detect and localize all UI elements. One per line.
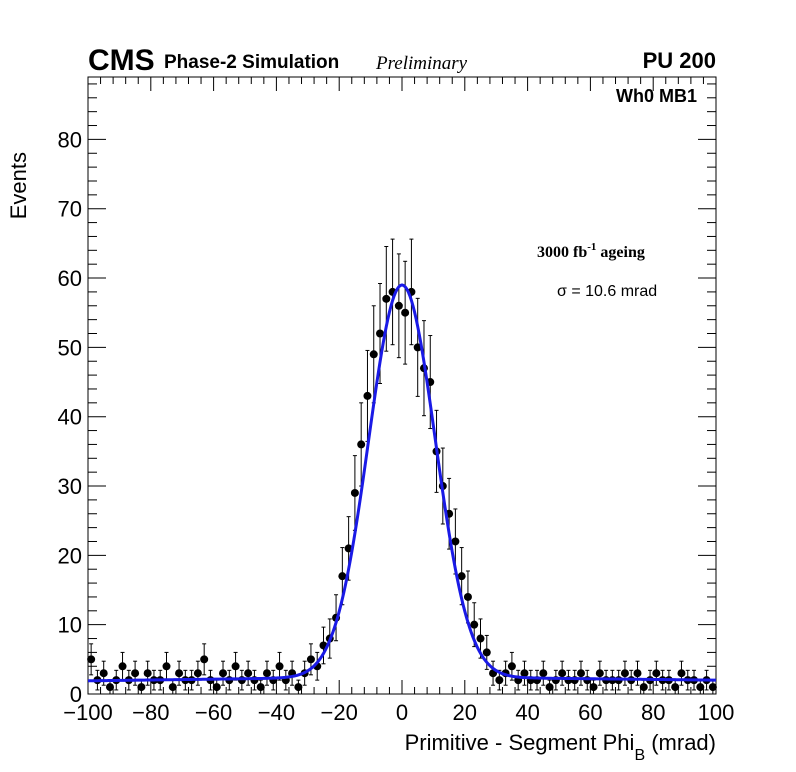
data-point	[558, 669, 567, 678]
data-point	[212, 683, 221, 692]
preliminary-label: Preliminary	[375, 53, 468, 74]
data-point	[589, 683, 598, 692]
data-point	[200, 655, 209, 664]
x-tick-label: 20	[453, 700, 477, 725]
fit-curve	[87, 283, 717, 683]
data-point	[118, 662, 127, 671]
data-point	[401, 308, 410, 317]
x-tick-label: 100	[698, 700, 735, 725]
data-point	[193, 669, 202, 678]
data-point	[394, 301, 403, 310]
data-point	[639, 683, 648, 692]
data-point	[476, 634, 485, 643]
x-tick-label: −80	[132, 700, 169, 725]
data-point	[495, 676, 504, 685]
data-point	[262, 669, 271, 678]
data-point	[576, 669, 585, 678]
data-point	[219, 669, 228, 678]
data-point	[595, 669, 604, 678]
data-point	[369, 350, 378, 359]
data-point	[175, 669, 184, 678]
y-tick-label: 20	[58, 543, 82, 568]
y-tick-label: 70	[58, 197, 82, 222]
x-axis-title-subscript: B	[634, 747, 645, 764]
data-point	[363, 391, 372, 400]
data-point	[357, 440, 366, 449]
data-point	[275, 662, 284, 671]
data-point	[338, 572, 347, 581]
axes: −100 −80 −60 −40 −20 0 20 40 60 80 100 0 10 20 30 40 50 6…	[58, 77, 735, 725]
data-point	[457, 572, 466, 581]
cms-label: CMS	[88, 44, 155, 77]
x-tick-label: 60	[578, 700, 602, 725]
pileup-label: PU 200	[643, 48, 716, 73]
data-point	[231, 662, 240, 671]
x-tick-label: −60	[195, 700, 232, 725]
y-tick-label: 0	[70, 682, 82, 707]
y-tick-label: 30	[58, 474, 82, 499]
x-axis-title-unit: (mrad)	[645, 730, 716, 755]
data-point	[633, 669, 642, 678]
data-point	[677, 669, 686, 678]
data-point	[294, 683, 303, 692]
sigma-label: σ = 10.6 mrad	[557, 283, 657, 300]
ageing-label: 3000 fb-1 ageing	[537, 241, 645, 261]
y-tick-label: 10	[58, 613, 82, 638]
data-point	[99, 669, 108, 678]
y-tick-label: 40	[58, 405, 82, 430]
data-point	[507, 662, 516, 671]
data-point	[708, 683, 717, 692]
x-tick-label: 40	[515, 700, 539, 725]
data-point	[143, 669, 152, 678]
data-point	[482, 648, 491, 657]
data-point	[306, 655, 315, 664]
data-point	[545, 683, 554, 692]
ageing-suffix: ageing	[596, 244, 644, 261]
data-point	[382, 294, 391, 303]
data-point	[470, 620, 479, 629]
data-point	[256, 683, 265, 692]
region-label: Wh0 MB1	[616, 86, 697, 106]
y-tick-label: 50	[58, 335, 82, 360]
data-point	[168, 683, 177, 692]
data-point	[350, 488, 359, 497]
y-axis-title: Events	[6, 152, 31, 219]
data-point	[137, 683, 146, 692]
data-point	[87, 655, 96, 664]
ageing-exponent: -1	[587, 241, 596, 253]
phase2-simulation-label: Phase-2 Simulation	[164, 52, 339, 73]
y-tick-label: 60	[58, 266, 82, 291]
data-point	[162, 662, 171, 671]
x-axis-title: Primitive - Segment PhiB (mrad)	[405, 730, 716, 764]
data-point	[451, 537, 460, 546]
x-tick-label: −40	[258, 700, 295, 725]
data-point	[539, 669, 548, 678]
x-tick-label: −100	[63, 700, 113, 725]
x-tick-label: −20	[321, 700, 358, 725]
data-point	[244, 669, 253, 678]
data-point	[696, 683, 705, 692]
x-tick-label: 80	[641, 700, 665, 725]
data-point	[376, 329, 385, 338]
y-tick-label: 80	[58, 127, 82, 152]
data-point	[620, 669, 629, 678]
data-point	[671, 683, 680, 692]
x-axis-title-main: Primitive - Segment Phi	[405, 730, 635, 755]
data-point	[463, 592, 472, 601]
x-tick-label: 0	[396, 700, 408, 725]
data-point	[105, 683, 114, 692]
data-point	[131, 669, 140, 678]
data-point	[520, 669, 529, 678]
ageing-base: 3000 fb	[537, 244, 587, 261]
data-point	[652, 669, 661, 678]
